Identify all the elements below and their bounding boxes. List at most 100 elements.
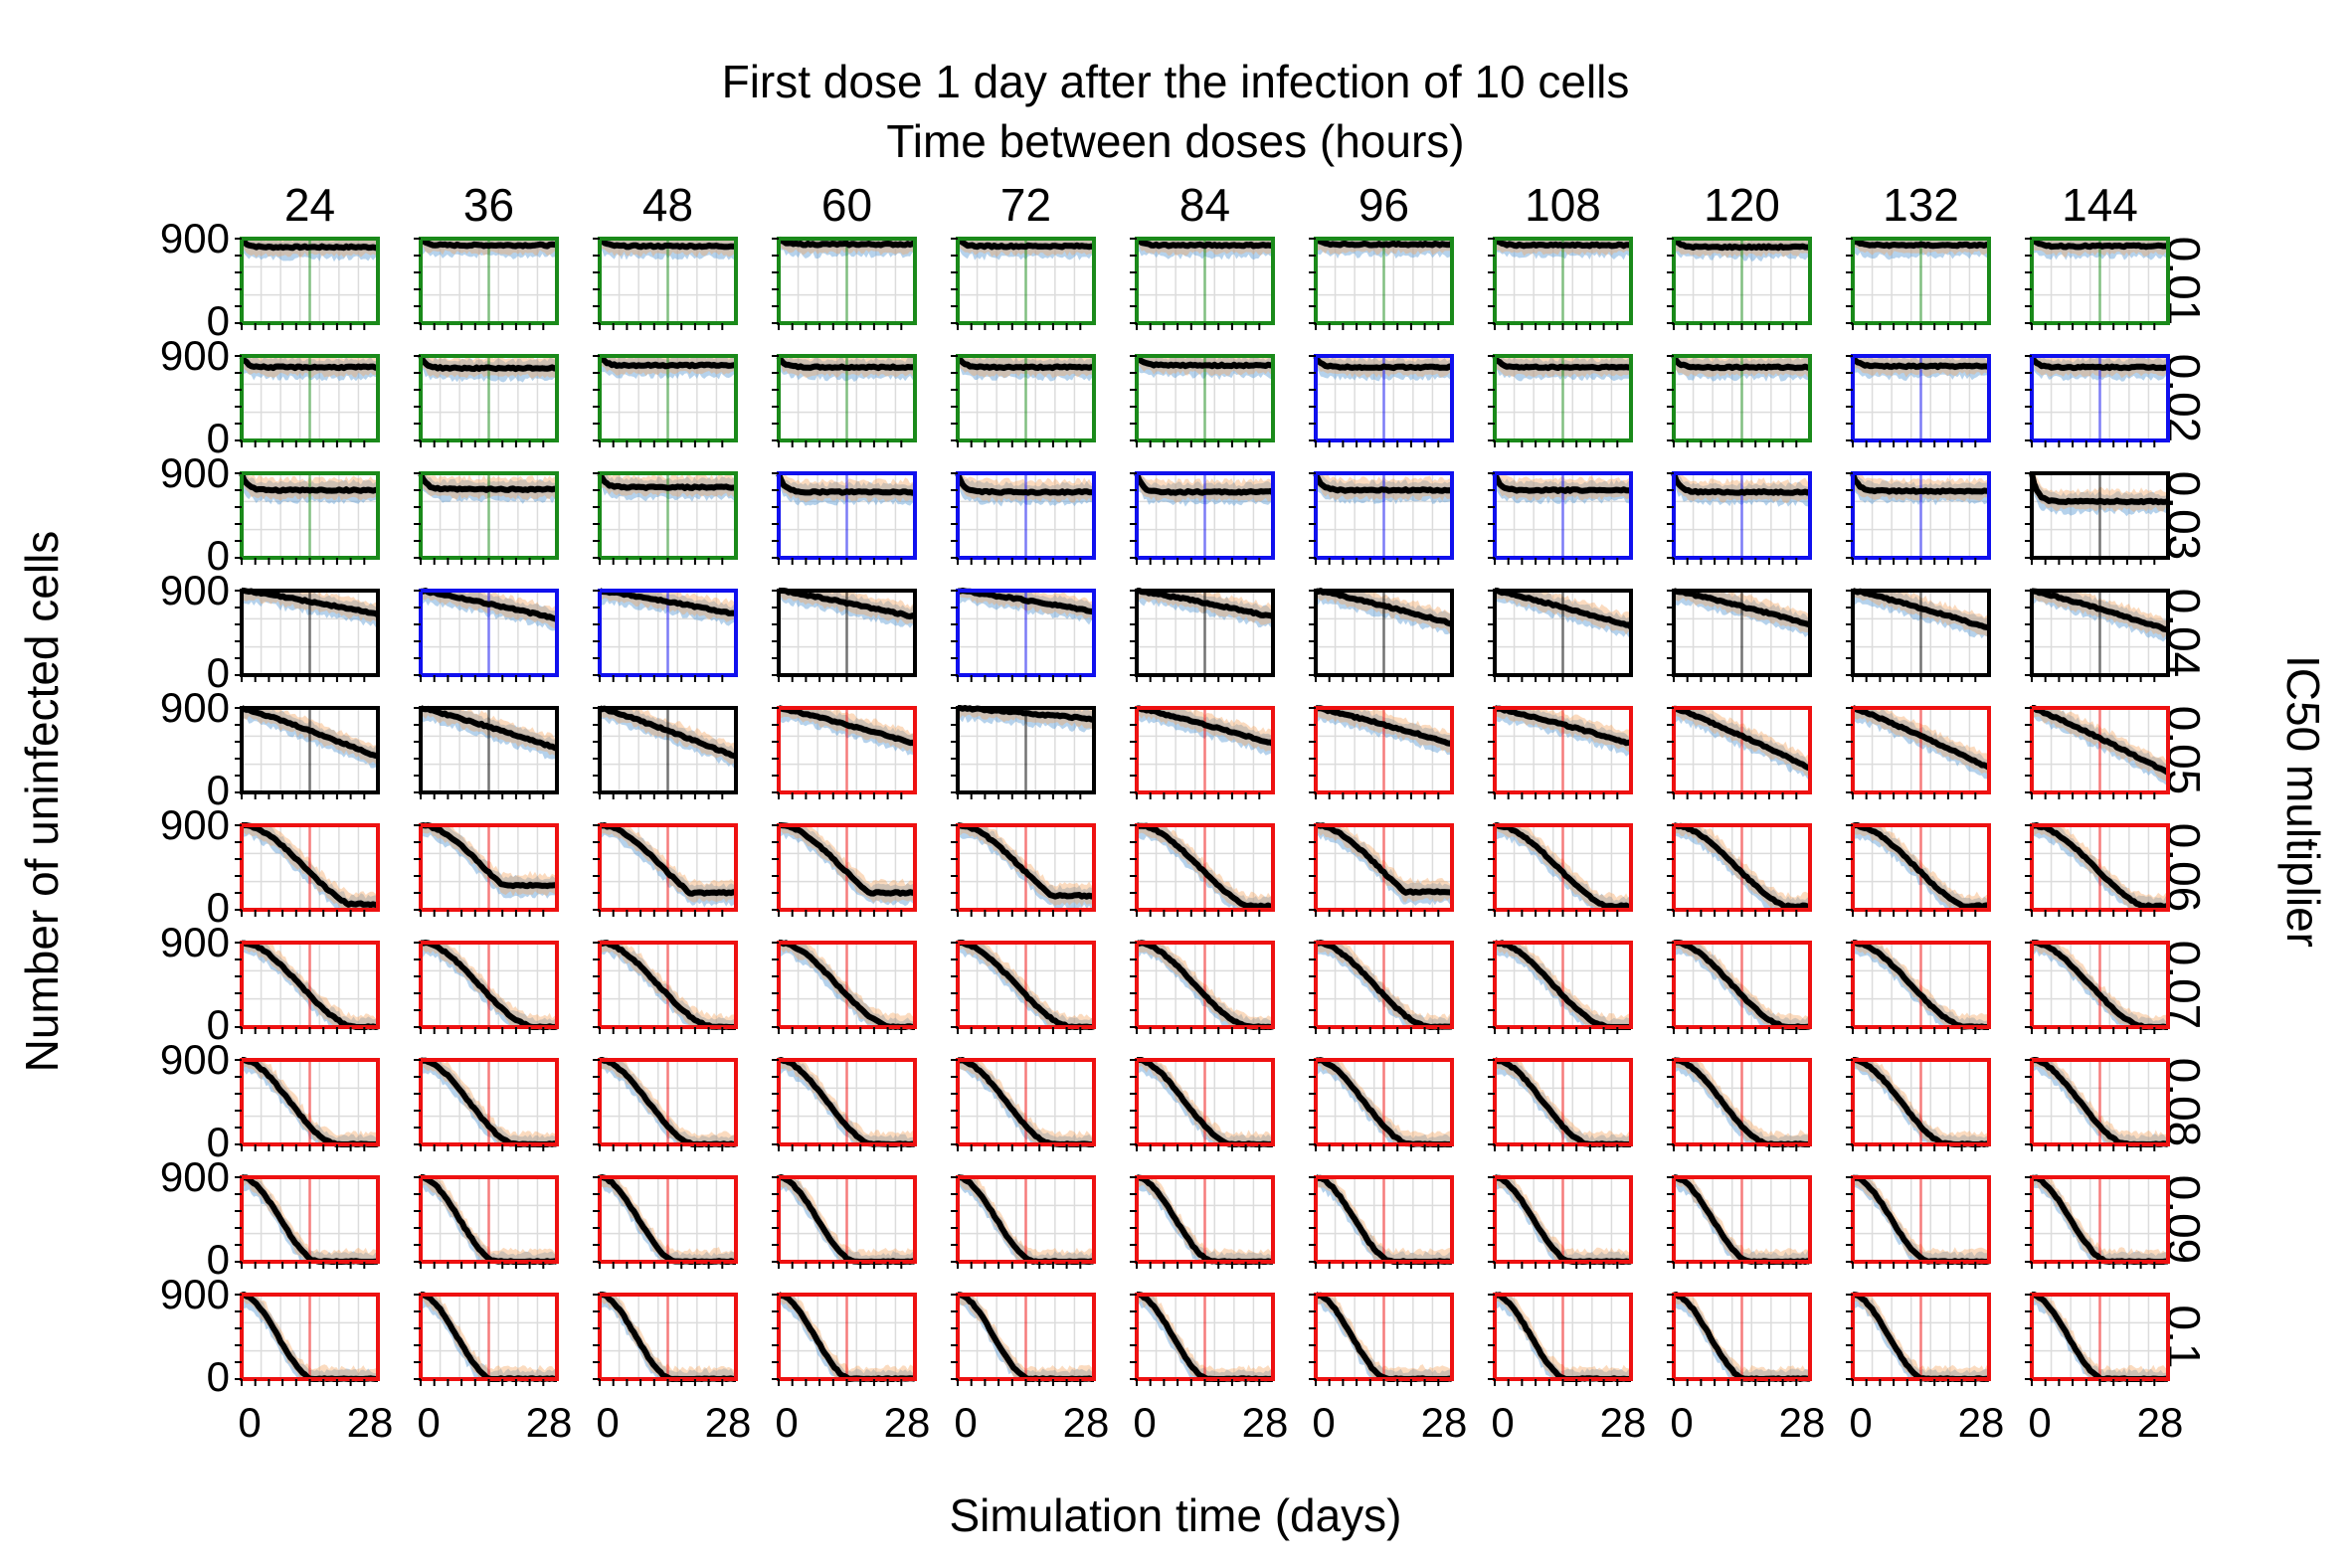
median-line	[2031, 705, 2170, 776]
median-line	[598, 588, 737, 616]
subplot-panel	[1667, 354, 1812, 447]
median-line	[1850, 354, 1990, 371]
subplot-panel	[1309, 940, 1454, 1034]
subplot-panel	[414, 940, 559, 1034]
median-line	[1136, 705, 1275, 747]
subplot-panel	[951, 940, 1096, 1034]
x-axis-label: Simulation time (days)	[949, 1489, 1401, 1541]
y-tick-label: 0	[207, 1119, 230, 1165]
median-line	[1315, 588, 1453, 627]
subplot-panel	[2025, 1057, 2170, 1151]
blue-band	[1495, 943, 1631, 1027]
median-line	[239, 354, 379, 372]
median-line	[420, 822, 558, 890]
column-header: 24	[284, 179, 335, 231]
median-line	[955, 472, 1095, 496]
subplot-panel	[772, 1057, 917, 1151]
subplot-panel	[593, 1057, 738, 1151]
subplot-panel	[772, 588, 917, 682]
subplot-panel	[414, 1057, 559, 1151]
subplot-panel	[2025, 471, 2170, 565]
x-tick-label: 28	[347, 1399, 394, 1446]
subplot-panel	[1488, 354, 1633, 447]
subplot-panel	[593, 588, 738, 682]
x-tick-label: 0	[1670, 1399, 1693, 1446]
median-line	[597, 237, 737, 251]
subplot-panel	[1667, 237, 1812, 330]
subplot-panel	[1488, 237, 1633, 330]
chart-subtitle: Time between doses (hours)	[886, 115, 1464, 167]
subplot-panel: 0 28	[1130, 1292, 1288, 1446]
subplot-panel	[414, 1174, 559, 1269]
subplot-panel	[593, 705, 738, 799]
subplot-panel	[1846, 588, 1991, 682]
median-line	[1315, 705, 1453, 747]
median-line	[1313, 472, 1453, 494]
subplot-panel: 900 0	[160, 332, 380, 461]
median-line	[955, 354, 1095, 372]
median-line	[957, 822, 1096, 900]
column-header: 120	[1704, 179, 1780, 231]
median-line	[419, 705, 558, 752]
x-tick-label: 28	[1600, 1399, 1647, 1446]
x-tick-label: 28	[526, 1399, 573, 1446]
subplot-panel	[951, 1174, 1096, 1269]
median-line	[1136, 588, 1274, 619]
subplot-panel: 900 0	[160, 567, 380, 696]
y-tick-label: 900	[160, 919, 230, 965]
median-line	[1852, 822, 1991, 910]
column-header: 72	[1000, 179, 1051, 231]
orange-band	[779, 1177, 915, 1262]
column-header: 48	[642, 179, 693, 231]
blue-band	[1853, 943, 1989, 1027]
grey-band	[1495, 943, 1631, 1027]
median-line	[239, 237, 379, 252]
subplot-panel: 900 0	[160, 1036, 380, 1165]
subplot-panel: 900 0	[160, 215, 380, 344]
y-tick-label: 900	[160, 684, 230, 731]
subplot-panel	[951, 236, 1096, 330]
subplot-grid: 24 36 48 60 72 84 96 108 120 132 1440.010.020.030.…	[160, 179, 2210, 1446]
median-line	[2029, 472, 2169, 506]
median-line	[1494, 705, 1632, 747]
subplot-panel	[1130, 940, 1275, 1034]
subplot-panel	[772, 705, 917, 799]
median-line	[2030, 237, 2169, 251]
x-tick-label: 0	[417, 1399, 440, 1446]
subplot-panel	[1846, 1057, 1991, 1151]
median-line	[418, 236, 558, 250]
row-header: 0.03	[2158, 471, 2210, 561]
subplot-panel	[1846, 471, 1991, 565]
subplot-panel	[951, 705, 1096, 799]
subplot-panel	[1488, 1057, 1633, 1151]
median-line	[778, 705, 917, 747]
subplot-panel: 0 28	[951, 1292, 1110, 1446]
subplot-panel	[1488, 471, 1633, 565]
x-tick-label: 28	[2137, 1399, 2184, 1446]
subplot-panel: 0 28	[1846, 1292, 2004, 1446]
subplot-panel	[951, 1057, 1096, 1151]
y-tick-label: 900	[160, 449, 230, 496]
median-line	[1673, 822, 1812, 911]
column-header: 108	[1525, 179, 1601, 231]
x-tick-label: 0	[596, 1399, 619, 1446]
subplot-panel	[1488, 705, 1633, 799]
median-line	[1494, 822, 1633, 911]
median-line	[241, 822, 379, 909]
x-tick-label: 0	[238, 1399, 261, 1446]
subplot-panel	[772, 1174, 917, 1269]
median-line	[418, 472, 558, 493]
blue-band	[779, 943, 915, 1027]
x-tick-label: 0	[775, 1399, 798, 1446]
median-line	[1671, 354, 1811, 372]
y-tick-label: 0	[207, 297, 230, 344]
subplot-panel	[593, 822, 738, 917]
median-line	[239, 472, 379, 494]
y-tick-label: 0	[207, 884, 230, 931]
subplot-panel	[1309, 588, 1454, 682]
x-tick-label: 28	[1063, 1399, 1110, 1446]
subplot-panel	[772, 471, 917, 565]
median-line	[1673, 588, 1811, 628]
median-line	[241, 588, 380, 618]
